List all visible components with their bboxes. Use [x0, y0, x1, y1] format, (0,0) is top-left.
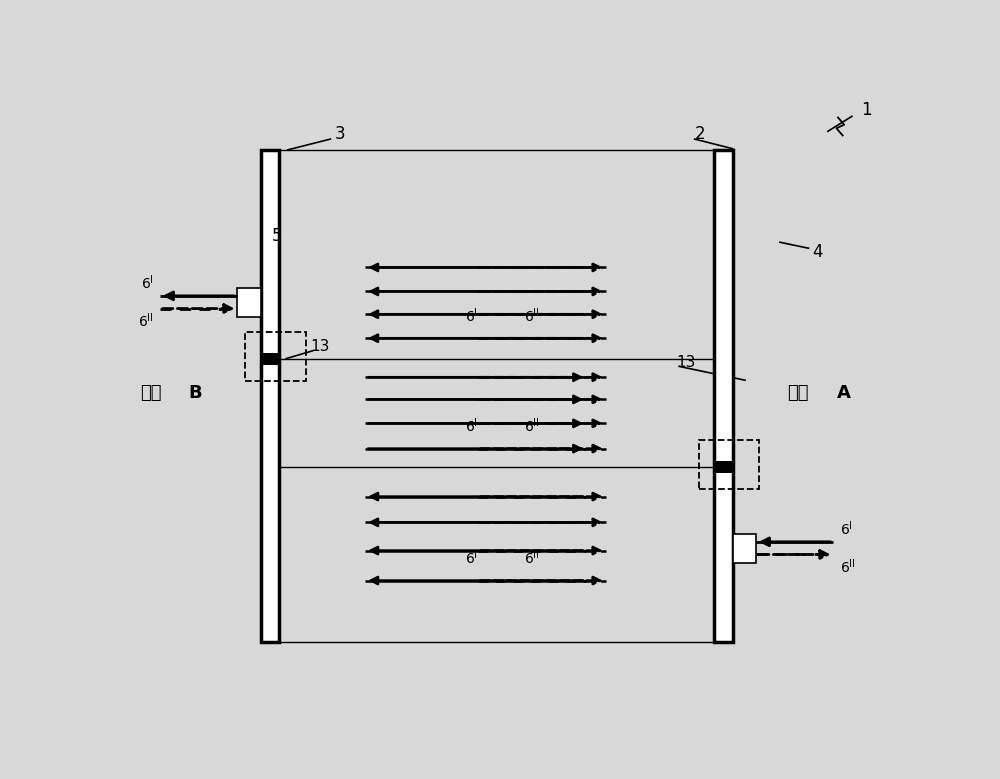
- Bar: [714, 460, 733, 473]
- Text: 6$^\mathsf{I}$: 6$^\mathsf{I}$: [840, 520, 852, 538]
- Text: 细部: 细部: [140, 384, 162, 403]
- Text: 6$^\mathsf{II}$: 6$^\mathsf{II}$: [138, 312, 154, 330]
- Text: 3: 3: [335, 125, 346, 143]
- Text: 6$^\mathsf{I}$: 6$^\mathsf{I}$: [465, 306, 478, 325]
- Text: B: B: [189, 384, 202, 403]
- Bar: [698, 440, 759, 489]
- Text: 细部: 细部: [788, 384, 809, 403]
- Text: 6$^\mathsf{II}$: 6$^\mathsf{II}$: [524, 306, 540, 325]
- Text: 13: 13: [676, 354, 696, 370]
- Text: 6$^\mathsf{I}$: 6$^\mathsf{I}$: [141, 273, 154, 292]
- Text: 2: 2: [695, 125, 705, 143]
- Bar: [714, 150, 733, 643]
- Text: 13: 13: [311, 339, 330, 354]
- Text: 6$^\mathsf{II}$: 6$^\mathsf{II}$: [840, 558, 855, 576]
- Text: 6$^\mathsf{II}$: 6$^\mathsf{II}$: [524, 548, 540, 567]
- Bar: [733, 534, 756, 562]
- Bar: [245, 332, 306, 382]
- Text: 6$^\mathsf{I}$: 6$^\mathsf{I}$: [465, 548, 478, 567]
- Text: 1: 1: [861, 101, 872, 119]
- Bar: [261, 150, 279, 643]
- Text: 4: 4: [812, 243, 822, 262]
- Text: 5: 5: [272, 227, 282, 245]
- Text: 6$^\mathsf{I}$: 6$^\mathsf{I}$: [465, 417, 478, 435]
- Bar: [237, 287, 261, 316]
- Text: A: A: [836, 384, 850, 403]
- Bar: [261, 353, 279, 365]
- Text: 6$^\mathsf{II}$: 6$^\mathsf{II}$: [524, 417, 540, 435]
